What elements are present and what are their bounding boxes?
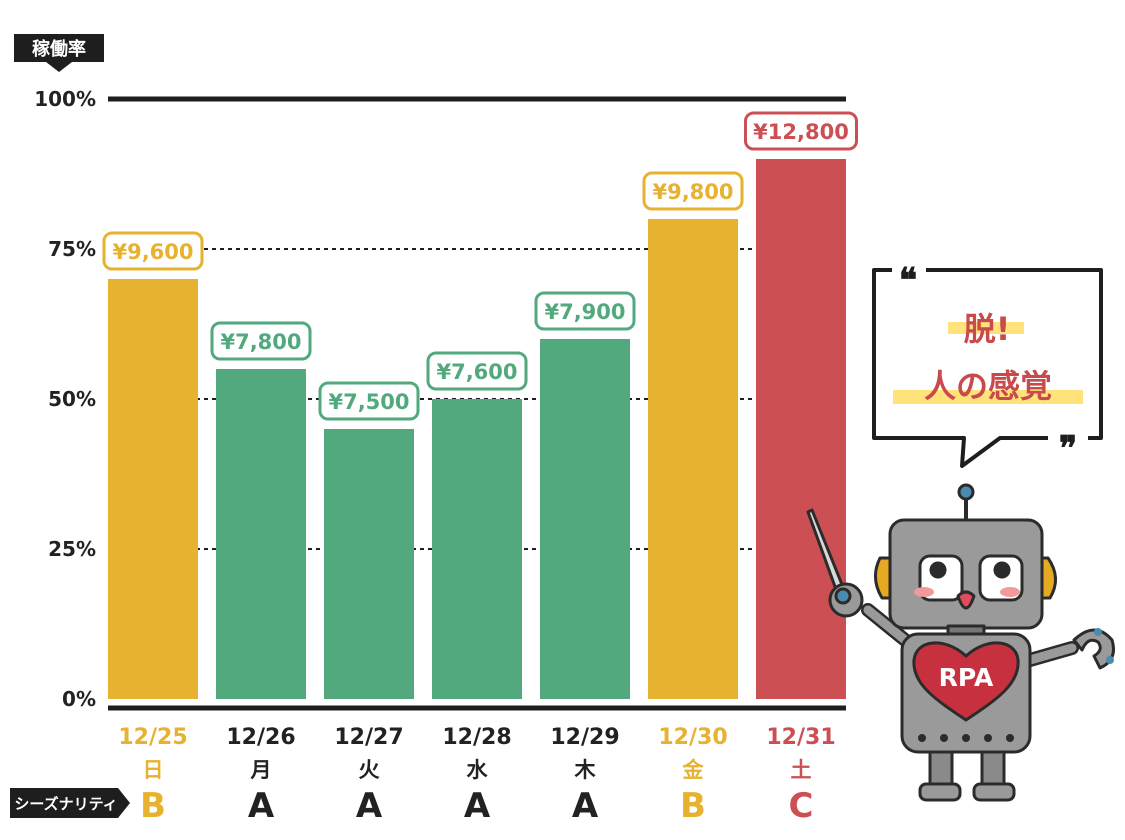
x-tick-label: 12/25 <box>118 725 187 750</box>
seasonality-grade: C <box>789 786 814 826</box>
seasonality-grade: A <box>356 786 383 826</box>
seasonality-tag: シーズナリティ <box>10 788 130 818</box>
x-tick-label: 12/29 <box>550 725 619 750</box>
y-tick-label: 0% <box>62 687 96 711</box>
price-badge <box>744 111 858 151</box>
seasonality-tag-text: シーズナリティ <box>14 795 117 813</box>
price-label: ¥9,600 <box>112 240 193 264</box>
price-label: ¥7,900 <box>544 300 625 324</box>
weekday-label: 土 <box>791 758 812 782</box>
seasonality-grade: A <box>464 786 491 826</box>
y-axis-label-text: 稼働率 <box>32 38 86 60</box>
robot-icon: RPA <box>806 483 1115 802</box>
close-quote-icon: ❞ <box>1059 429 1077 469</box>
price-label: ¥7,500 <box>328 390 409 414</box>
bar <box>756 159 846 699</box>
price-badge <box>642 171 744 211</box>
x-labels: 12/25日B12/26月A12/27火A12/28水A12/29木A12/30… <box>118 725 835 826</box>
open-quote-icon: ❝ <box>899 261 917 301</box>
bar <box>432 399 522 699</box>
weekday-label: 火 <box>359 758 380 782</box>
price-badge <box>426 351 528 391</box>
price-badge <box>318 381 420 421</box>
weekday-label: 月 <box>250 758 272 782</box>
bar <box>108 279 198 699</box>
x-tick-label: 12/30 <box>658 725 727 750</box>
y-tick-label: 75% <box>48 237 96 261</box>
callout-line1: 脱! <box>964 310 1011 348</box>
rpa-badge: RPA <box>939 663 994 692</box>
y-tick-label: 25% <box>48 537 96 561</box>
weekday-label: 水 <box>467 758 489 782</box>
price-badge <box>210 321 312 361</box>
bar <box>540 339 630 699</box>
weekday-label: 金 <box>682 758 705 782</box>
y-tick-label: 100% <box>34 87 96 111</box>
seasonality-grade: A <box>572 786 599 826</box>
seasonality-grade: B <box>680 786 706 826</box>
price-badge <box>102 231 204 271</box>
y-ticks: 0% 25% 50% 75% 100% <box>34 87 96 711</box>
weekday-label: 日 <box>143 758 164 782</box>
price-label: ¥12,800 <box>753 120 849 144</box>
speech-bubble: ❝ ❞ 脱! 人の感覚 <box>872 258 1103 469</box>
bars <box>108 159 846 699</box>
price-label: ¥9,800 <box>652 180 733 204</box>
x-tick-label: 12/26 <box>226 725 295 750</box>
y-tick-label: 50% <box>48 387 96 411</box>
x-tick-label: 12/31 <box>766 725 835 750</box>
seasonality-grade: B <box>140 786 166 826</box>
y-axis-label: 稼働率 <box>14 34 104 72</box>
callout-line2: 人の感覚 <box>924 367 1052 405</box>
price-badge <box>534 291 636 331</box>
weekday-label: 木 <box>574 758 597 782</box>
bar <box>216 369 306 699</box>
price-labels: ¥9,600 ¥7,800 ¥7,500 ¥7,600 ¥7,900 ¥9,800 ¥12,… <box>102 111 858 421</box>
bar <box>324 429 414 699</box>
price-label: ¥7,800 <box>220 330 301 354</box>
x-tick-label: 12/28 <box>442 725 511 750</box>
bar <box>648 219 738 699</box>
x-tick-label: 12/27 <box>334 725 403 750</box>
price-label: ¥7,600 <box>436 360 517 384</box>
seasonality-grade: A <box>248 786 275 826</box>
